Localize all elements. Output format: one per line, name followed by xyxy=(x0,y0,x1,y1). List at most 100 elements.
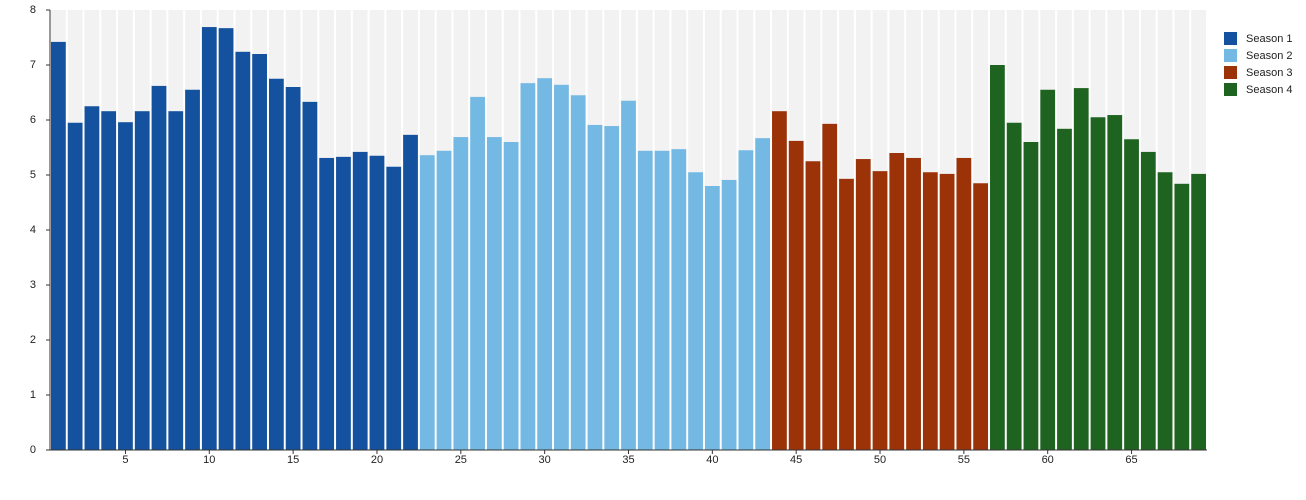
x-tick-label: 65 xyxy=(1125,454,1137,466)
bar xyxy=(788,140,804,450)
bar xyxy=(352,151,368,450)
bar xyxy=(436,150,452,451)
bar xyxy=(470,96,485,451)
bar xyxy=(503,142,519,450)
x-tick-label: 60 xyxy=(1042,454,1054,466)
bar xyxy=(889,153,905,450)
bar xyxy=(252,54,267,450)
bar xyxy=(285,87,301,450)
bar xyxy=(520,83,536,451)
bar xyxy=(268,78,284,450)
bar xyxy=(419,155,435,450)
y-tick-label: 3 xyxy=(30,279,36,291)
legend-swatch xyxy=(1224,66,1237,79)
bar xyxy=(654,150,670,451)
bar xyxy=(872,171,888,450)
bar xyxy=(319,157,335,450)
bar xyxy=(1140,151,1156,450)
bar xyxy=(1191,173,1206,450)
x-tick-label: 50 xyxy=(874,454,886,466)
bar xyxy=(453,137,469,451)
bar xyxy=(369,155,385,450)
bar xyxy=(1124,139,1139,450)
bar xyxy=(587,124,603,450)
bar xyxy=(67,122,83,450)
bar xyxy=(855,159,871,451)
x-tick-label: 30 xyxy=(539,454,551,466)
x-tick-label: 5 xyxy=(122,454,128,466)
legend-swatch xyxy=(1224,49,1237,62)
bar xyxy=(738,150,754,450)
bar xyxy=(1073,88,1089,450)
legend-label: Season 2 xyxy=(1246,50,1292,62)
bar xyxy=(939,173,955,450)
bar xyxy=(1107,115,1123,451)
legend-label: Season 4 xyxy=(1246,84,1292,96)
bar xyxy=(1090,117,1106,450)
bar xyxy=(621,100,636,450)
bar xyxy=(386,166,402,450)
bar xyxy=(486,137,502,451)
bar xyxy=(403,134,418,450)
x-tick-label: 20 xyxy=(371,454,383,466)
bar xyxy=(772,111,787,450)
y-tick-label: 8 xyxy=(30,4,36,16)
y-tick-label: 0 xyxy=(30,444,36,456)
bar xyxy=(922,172,938,450)
legend-label: Season 1 xyxy=(1246,33,1292,45)
bar xyxy=(637,150,653,451)
bar xyxy=(671,149,687,450)
bar xyxy=(1057,128,1072,451)
y-tick-label: 1 xyxy=(30,389,36,401)
x-tick-label: 45 xyxy=(790,454,802,466)
bar xyxy=(185,89,200,450)
bar xyxy=(973,183,989,450)
bar xyxy=(688,172,703,450)
bar xyxy=(537,78,553,450)
y-tick-label: 4 xyxy=(30,224,36,236)
bar xyxy=(336,156,351,450)
bar xyxy=(755,138,771,450)
y-tick-label: 7 xyxy=(30,59,36,71)
y-tick-label: 2 xyxy=(30,334,36,346)
bar xyxy=(218,28,234,451)
bar xyxy=(151,85,167,451)
legend-swatch xyxy=(1224,83,1237,96)
bar xyxy=(1040,89,1056,450)
bar xyxy=(704,186,720,450)
bar xyxy=(118,122,133,450)
bar xyxy=(84,106,100,450)
x-tick-label: 15 xyxy=(287,454,299,466)
bar xyxy=(604,126,620,451)
bar xyxy=(906,157,921,450)
bar xyxy=(134,111,150,450)
y-tick-label: 6 xyxy=(30,114,36,126)
bar xyxy=(51,41,66,451)
bar xyxy=(721,179,737,450)
bar xyxy=(554,84,569,451)
bar xyxy=(839,178,854,450)
bar xyxy=(1157,172,1173,450)
bar xyxy=(1174,183,1190,451)
legend-swatch xyxy=(1224,32,1237,45)
bar xyxy=(235,51,251,451)
bar xyxy=(1023,142,1039,450)
bar xyxy=(570,95,586,450)
bar xyxy=(201,27,217,451)
bar xyxy=(168,111,184,450)
y-tick-label: 5 xyxy=(30,169,36,181)
x-tick-label: 40 xyxy=(706,454,718,466)
legend-label: Season 3 xyxy=(1246,67,1292,79)
bar xyxy=(822,123,838,450)
bar xyxy=(805,161,821,450)
x-tick-label: 25 xyxy=(455,454,467,466)
x-tick-label: 10 xyxy=(203,454,215,466)
bar xyxy=(302,101,318,450)
x-tick-label: 35 xyxy=(622,454,634,466)
bar xyxy=(1006,122,1022,450)
x-tick-label: 55 xyxy=(958,454,970,466)
bar xyxy=(956,157,972,450)
bar xyxy=(990,65,1005,450)
bar xyxy=(101,111,117,450)
